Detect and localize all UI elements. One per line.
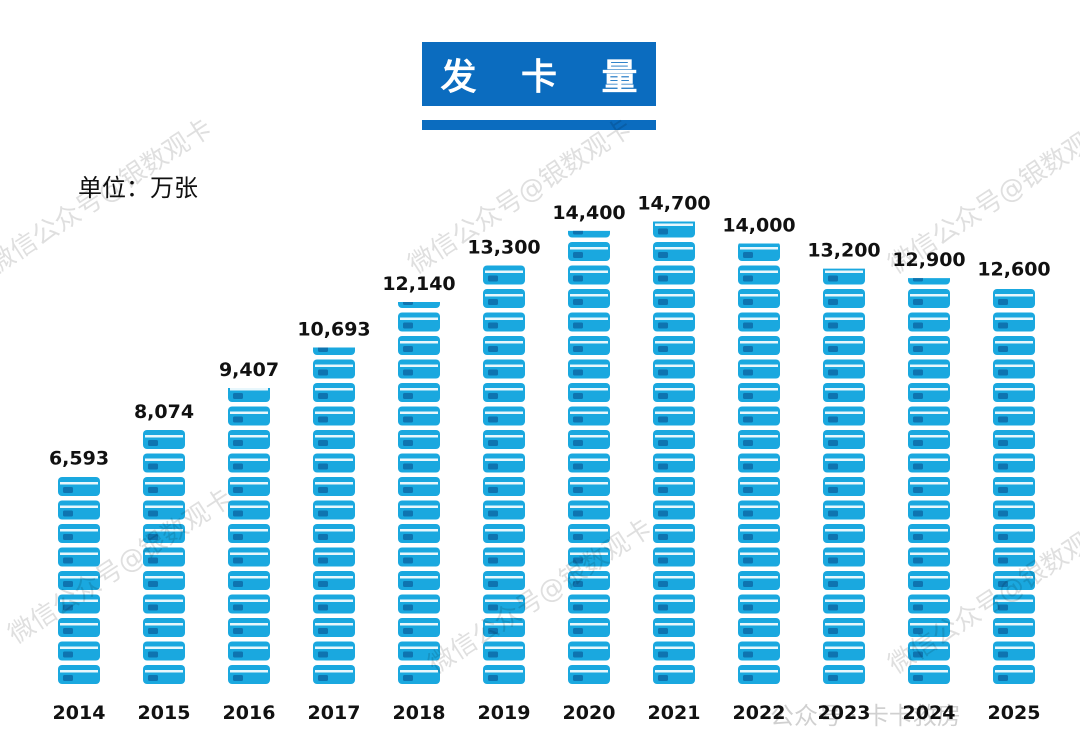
- bar: [58, 477, 100, 684]
- data-label: 8,074: [134, 401, 194, 423]
- data-label: 9,407: [219, 359, 279, 381]
- x-tick-label: 2020: [563, 702, 616, 724]
- bar: [398, 302, 440, 684]
- data-label: 12,140: [382, 273, 455, 295]
- bar: [993, 289, 1035, 684]
- data-label: 12,900: [892, 249, 965, 271]
- x-tick-label: 2022: [733, 702, 786, 724]
- x-tick-label: 2025: [988, 702, 1041, 724]
- bar: [738, 243, 780, 684]
- data-label: 14,000: [722, 214, 795, 236]
- bar: [483, 265, 525, 684]
- bar: [653, 221, 695, 684]
- bar: [143, 430, 185, 684]
- x-tick-label: 2023: [818, 702, 871, 724]
- data-label: 10,693: [297, 319, 370, 341]
- bar: [908, 278, 950, 684]
- chart-title: 发 卡 量: [422, 42, 656, 106]
- unit-label: 单位：万张: [78, 174, 198, 202]
- bar: [568, 230, 610, 684]
- data-label: 14,700: [637, 192, 710, 214]
- x-tick-label: 2021: [648, 702, 701, 724]
- x-tick-label: 2018: [393, 702, 446, 724]
- x-tick-label: 2019: [478, 702, 531, 724]
- bar: [228, 388, 270, 684]
- x-tick-label: 2016: [223, 702, 276, 724]
- x-tick-label: 2014: [53, 702, 106, 724]
- x-tick-label: 2024: [903, 702, 956, 724]
- data-label: 12,600: [977, 259, 1050, 281]
- data-label: 13,300: [467, 237, 540, 259]
- title-underline: [422, 120, 656, 130]
- x-tick-label: 2017: [308, 702, 361, 724]
- x-tick-label: 2015: [138, 702, 191, 724]
- bar: [313, 347, 355, 684]
- data-label: 14,400: [552, 202, 625, 224]
- watermark-footer: 公众号 · 卡卡救房: [770, 702, 961, 730]
- bar: [823, 268, 865, 684]
- data-label: 13,200: [807, 240, 880, 262]
- data-label: 6,593: [49, 448, 109, 470]
